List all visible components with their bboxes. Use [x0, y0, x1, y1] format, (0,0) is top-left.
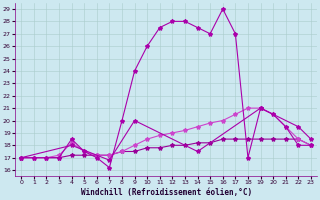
X-axis label: Windchill (Refroidissement éolien,°C): Windchill (Refroidissement éolien,°C): [81, 188, 252, 197]
